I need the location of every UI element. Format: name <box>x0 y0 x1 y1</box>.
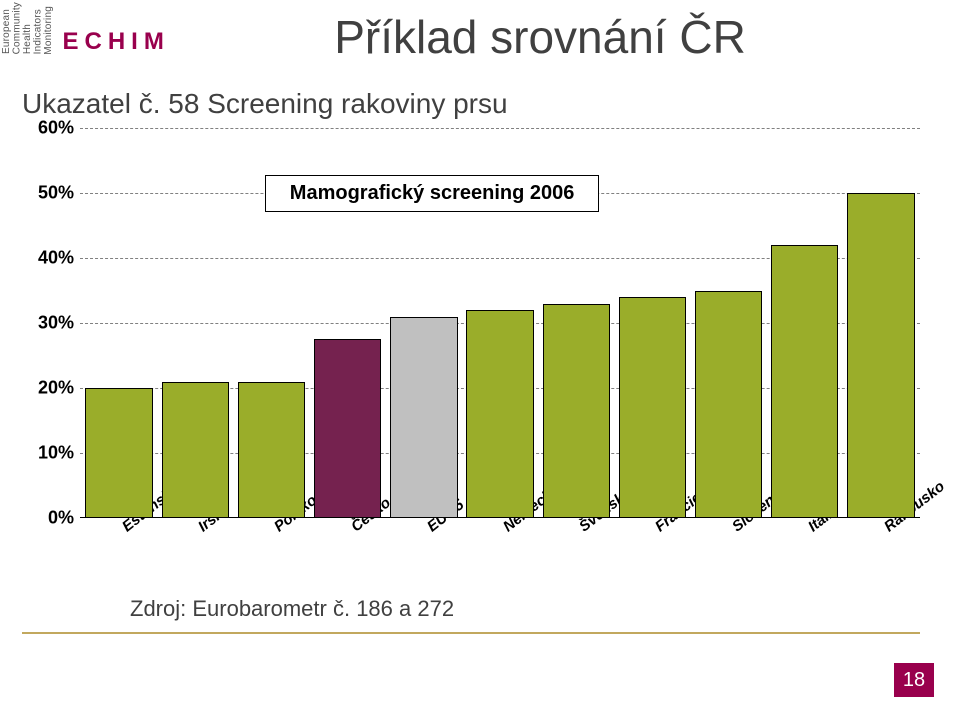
header: EuropeanCommunityHealthIndicatorsMonitor… <box>0 0 960 64</box>
bar <box>85 388 152 518</box>
bar-chart: Mamografický screening 2006 EstonskoIrsk… <box>22 128 920 568</box>
x-tick-label: Rakousko <box>846 518 916 568</box>
plot-area: Mamografický screening 2006 <box>80 128 920 518</box>
x-tick-label: Slovensko <box>694 518 764 568</box>
x-tick-label: Švédsko <box>541 518 611 568</box>
logo-text: ECHIM <box>59 0 170 56</box>
x-tick-label: Polsko <box>236 518 306 568</box>
logo-vertical-text: EuropeanCommunityHealthIndicatorsMonitor… <box>0 0 59 56</box>
bar-slot <box>770 128 840 518</box>
bar-slot <box>160 128 230 518</box>
bar <box>390 317 457 519</box>
y-tick-label: 0% <box>22 508 74 529</box>
page-title: Příklad srovnání ČR <box>160 8 920 64</box>
bar <box>771 245 838 518</box>
x-tick-label: Irsko <box>160 518 230 568</box>
y-tick-label: 20% <box>22 378 74 399</box>
bar <box>314 339 381 518</box>
y-tick-label: 10% <box>22 443 74 464</box>
source-text: Zdroj: Eurobarometr č. 186 a 272 <box>0 568 960 622</box>
bar <box>847 193 914 518</box>
bar-slot <box>617 128 687 518</box>
bar <box>162 382 229 519</box>
echim-logo: EuropeanCommunityHealthIndicatorsMonitor… <box>0 0 170 56</box>
y-tick-label: 40% <box>22 248 74 269</box>
footer-divider <box>22 632 920 634</box>
x-tick-label: Francie <box>617 518 687 568</box>
x-tick-label: Itálie <box>770 518 840 568</box>
x-tick-label: Estonsko <box>84 518 154 568</box>
x-tick-label: EU 25 <box>389 518 459 568</box>
page-number: 18 <box>894 663 934 697</box>
chart-legend: Mamografický screening 2006 <box>265 175 600 212</box>
x-axis-labels: EstonskoIrskoPolskoČeskoEU 25NěmeckoŠvéd… <box>80 518 920 568</box>
bar <box>619 297 686 518</box>
bar-slot <box>846 128 916 518</box>
x-tick-label: Německo <box>465 518 535 568</box>
bar <box>466 310 533 518</box>
bar <box>543 304 610 519</box>
y-tick-label: 60% <box>22 118 74 139</box>
y-tick-label: 30% <box>22 313 74 334</box>
y-tick-label: 50% <box>22 183 74 204</box>
subtitle: Ukazatel č. 58 Screening rakoviny prsu <box>0 64 960 128</box>
x-tick-label: Česko <box>313 518 383 568</box>
bar <box>695 291 762 519</box>
bar-slot <box>694 128 764 518</box>
bar-slot <box>84 128 154 518</box>
bar <box>238 382 305 519</box>
